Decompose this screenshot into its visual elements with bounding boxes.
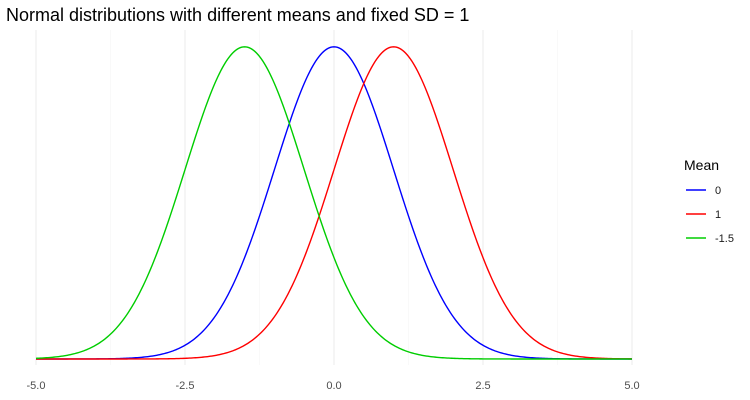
x-tick-label: 2.5 (475, 380, 490, 392)
x-tick-label: -2.5 (176, 380, 195, 392)
legend-label--1.5: -1.5 (715, 233, 734, 245)
x-tick-label: -5.0 (27, 380, 46, 392)
grid (35, 30, 633, 365)
legend-label-0: 0 (715, 185, 721, 197)
legend-label-1: 1 (715, 209, 721, 221)
series-line-mean-1 (36, 46, 633, 360)
series-lines (35, 46, 633, 360)
x-tick-label: 5.0 (624, 380, 639, 392)
legend: Mean 0 1 -1.5 (684, 157, 734, 245)
legend-title: Mean (684, 157, 719, 173)
series-line-mean--1.5 (35, 46, 632, 360)
chart-title: Normal distributions with different mean… (6, 5, 469, 25)
series-line-mean-0 (36, 46, 632, 360)
x-axis-ticks: -5.0 -2.5 0.0 2.5 5.0 (27, 380, 640, 392)
x-tick-label: 0.0 (326, 380, 341, 392)
